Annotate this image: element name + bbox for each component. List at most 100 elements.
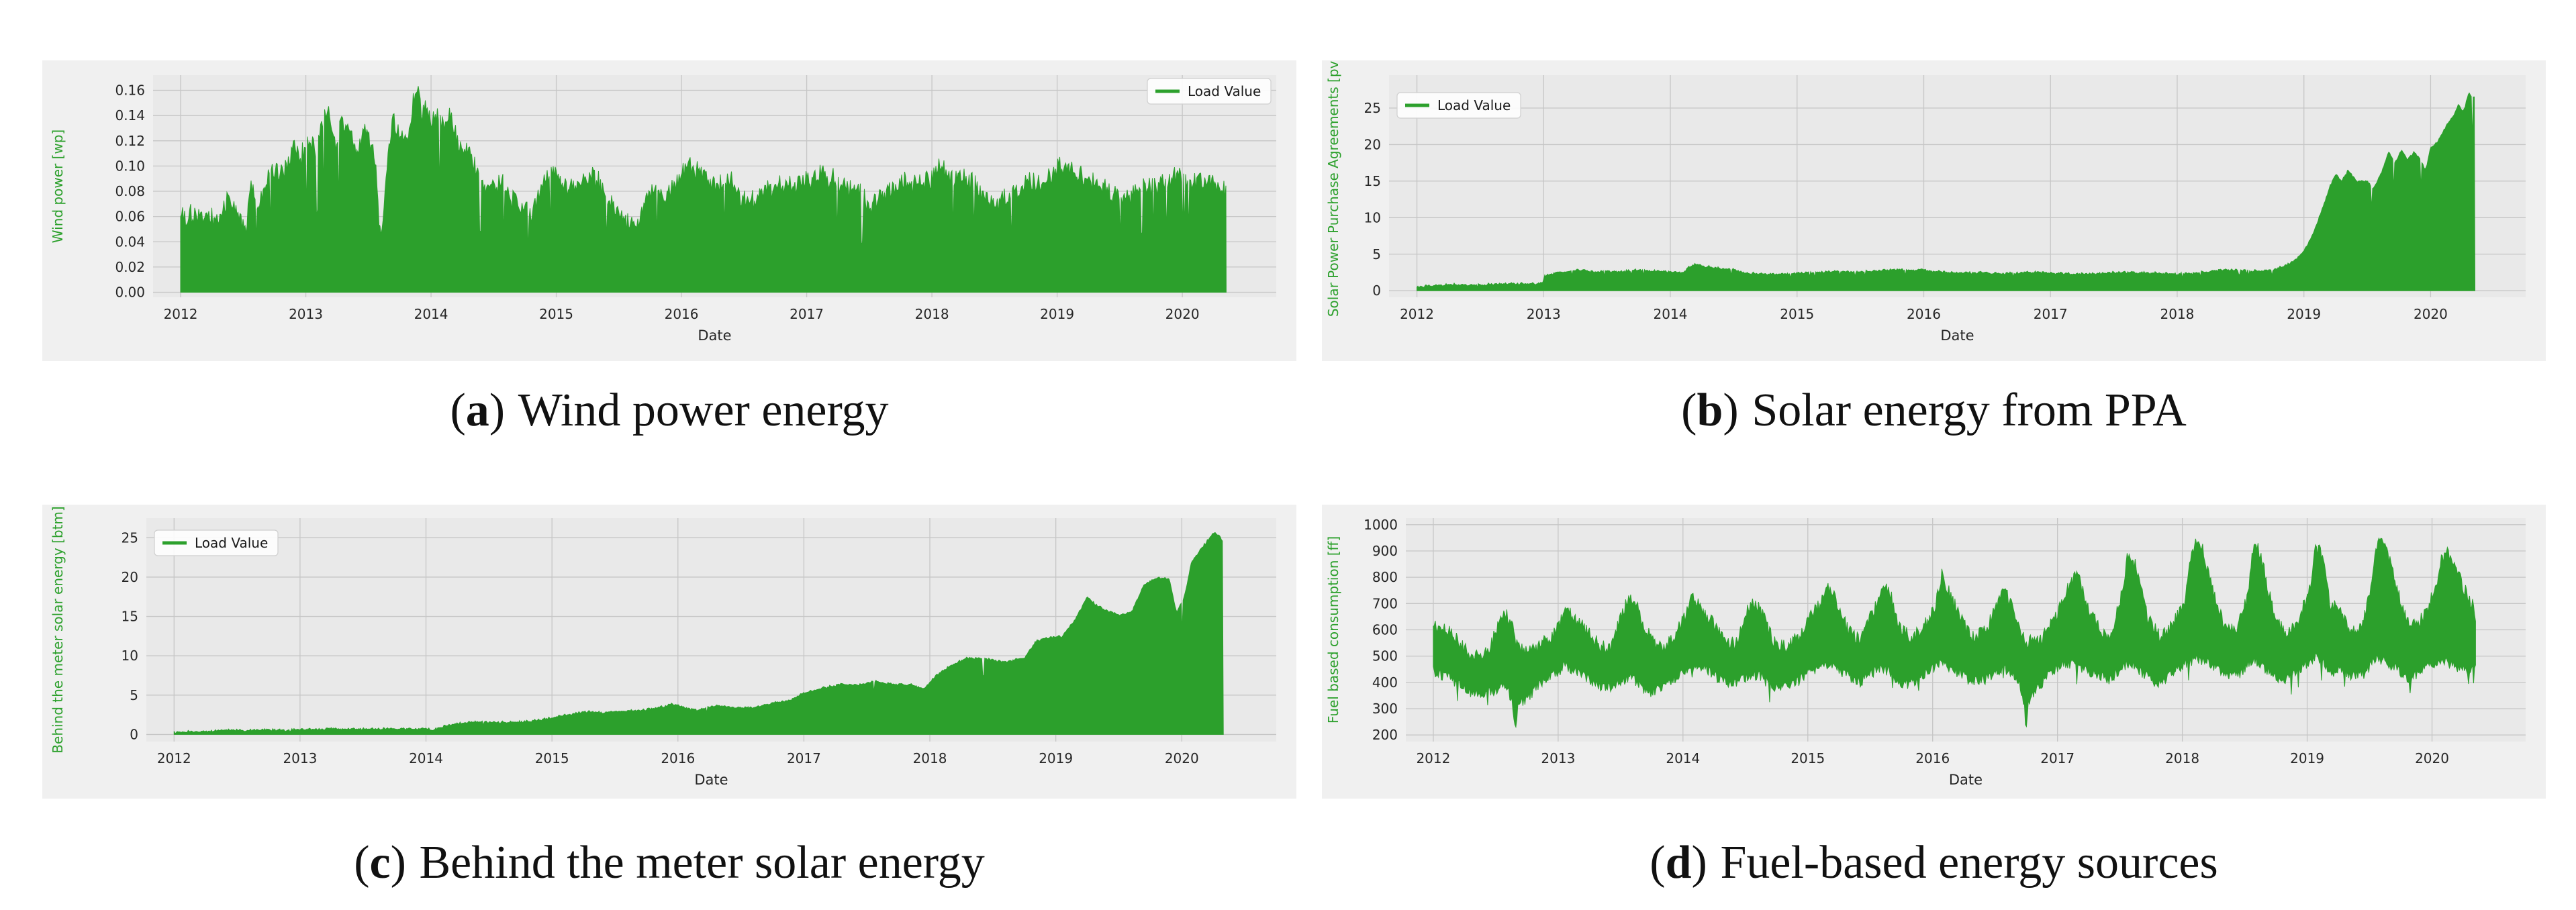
y-tick-label: 10 (122, 648, 138, 664)
caption-letter: c (369, 837, 391, 889)
x-tick-label: 2020 (1165, 750, 1199, 766)
legend-box (1396, 92, 1521, 119)
caption-close-paren: ) (1691, 837, 1707, 889)
caption-letter: b (1697, 385, 1723, 436)
y-tick-label: 5 (130, 687, 138, 703)
y-tick-label: 300 (1372, 701, 1398, 717)
x-tick-label: 2014 (1654, 306, 1688, 322)
caption-open-paren: ( (1681, 385, 1697, 436)
x-tick-label: 2016 (665, 306, 699, 322)
caption-open-paren: ( (1650, 837, 1666, 889)
caption-letter: d (1665, 837, 1692, 889)
y-tick-label: 0.08 (115, 183, 145, 199)
y-tick-label: 0.16 (115, 83, 145, 99)
x-tick-label: 2019 (1039, 750, 1073, 766)
x-tick-label: 2019 (1040, 306, 1074, 322)
x-tick-label: 2017 (2034, 306, 2068, 322)
y-tick-label: 15 (1364, 173, 1381, 189)
caption-open-paren: ( (354, 837, 370, 889)
x-tick-label: 2019 (2287, 306, 2321, 322)
figure-panel-behind-meter: 0 5 10 15 20 25 2012 2013 2014 2015 2016 2017 2018 20… (42, 505, 1296, 799)
y-tick-label: 0.06 (115, 209, 145, 225)
load-value-series (1417, 92, 2476, 291)
x-axis-label: Date (1940, 327, 1974, 344)
figure-panel-fuel: 200 300 400 500 600 700 800 900 1000 2012 2013 2014… (1322, 505, 2546, 799)
y-tick-label: 25 (1364, 100, 1381, 116)
x-tick-label: 2018 (915, 306, 949, 322)
caption-close-paren: ) (390, 837, 406, 889)
caption-behind-meter: (c) Behind the meter solar energy (42, 836, 1296, 890)
caption-fuel: (d) Fuel-based energy sources (1322, 836, 2546, 890)
caption-solar-ppa: (b) Solar energy from PPA (1322, 384, 2546, 438)
y-tick-label: 0 (130, 726, 138, 742)
x-axis-label: Date (1949, 772, 1983, 788)
y-tick-label: 0.04 (115, 234, 145, 250)
x-tick-label: 2012 (157, 750, 191, 766)
legend-label: Load Value (1437, 97, 1511, 113)
legend-box (154, 529, 279, 556)
x-tick-label: 2012 (1416, 750, 1450, 766)
x-tick-label: 2015 (535, 750, 569, 766)
x-tick-label: 2018 (913, 750, 947, 766)
y-tick-label: 5 (1372, 246, 1381, 262)
x-tick-label: 2013 (289, 306, 323, 322)
x-tick-label: 2020 (1165, 306, 1200, 322)
wind-power-chart: 0.00 0.02 0.04 0.06 0.08 0.10 0.12 0.14 0.16 2012… (42, 60, 1296, 361)
y-tick-label: 600 (1372, 622, 1398, 638)
y-tick-label: 0.10 (115, 158, 145, 174)
y-axis-label: Fuel based consumption [ff] (1325, 536, 1341, 723)
y-tick-label: 20 (122, 569, 138, 585)
y-axis-label: Solar Power Purchase Agreements [pv] (1325, 60, 1341, 317)
load-value-series (173, 532, 1224, 735)
y-tick-label: 10 (1364, 209, 1381, 225)
x-tick-label: 2015 (1791, 750, 1825, 766)
x-tick-label: 2019 (2290, 750, 2324, 766)
fuel-based-chart: 200 300 400 500 600 700 800 900 1000 2012 2013 2014… (1322, 505, 2546, 799)
x-tick-label: 2017 (787, 750, 821, 766)
y-tick-label: 800 (1372, 569, 1398, 585)
legend-box (1147, 78, 1272, 105)
y-tick-label: 1000 (1364, 517, 1398, 533)
y-tick-label: 25 (122, 529, 138, 546)
x-tick-label: 2017 (790, 306, 824, 322)
y-axis-label: Wind power [wp] (50, 130, 66, 243)
x-tick-label: 2014 (414, 306, 448, 322)
x-tick-label: 2020 (2415, 750, 2449, 766)
y-tick-label: 200 (1372, 727, 1398, 743)
y-tick-label: 0.00 (115, 284, 145, 300)
caption-letter: a (465, 385, 489, 436)
x-tick-label: 2013 (1527, 306, 1561, 322)
y-tick-label: 400 (1372, 674, 1398, 691)
y-tick-label: 500 (1372, 648, 1398, 664)
x-tick-label: 2016 (1915, 750, 1950, 766)
figure-panel-wind: 0.00 0.02 0.04 0.06 0.08 0.10 0.12 0.14 0.16 2012… (42, 60, 1296, 361)
x-tick-label: 2012 (164, 306, 198, 322)
caption-text: Behind the meter solar energy (419, 837, 985, 889)
x-axis-label: Date (698, 327, 731, 344)
x-tick-label: 2013 (1541, 750, 1575, 766)
legend: Load Value (1396, 92, 1521, 119)
caption-open-paren: ( (450, 385, 466, 436)
solar-ppa-chart: 0 5 10 15 20 25 2012 2013 2014 2015 2016 2017 2018 20… (1322, 60, 2546, 361)
caption-close-paren: ) (1723, 385, 1739, 436)
x-tick-label: 2014 (1666, 750, 1700, 766)
y-tick-label: 20 (1364, 136, 1381, 152)
figure-panel-solar-ppa: 0 5 10 15 20 25 2012 2013 2014 2015 2016 2017 2018 20… (1322, 60, 2546, 361)
load-value-series (1433, 537, 2476, 729)
x-tick-label: 2016 (661, 750, 695, 766)
caption-text: Fuel-based energy sources (1720, 837, 2218, 889)
caption-text: Wind power energy (518, 385, 889, 436)
caption-wind: (a) Wind power energy (42, 384, 1296, 438)
x-tick-label: 2016 (1907, 306, 1941, 322)
y-tick-label: 0.12 (115, 133, 145, 149)
x-tick-label: 2013 (283, 750, 317, 766)
x-tick-label: 2015 (1780, 306, 1814, 322)
x-tick-label: 2020 (2414, 306, 2448, 322)
y-axis-label: Behind the meter solar energy [btm] (50, 506, 66, 753)
y-tick-label: 0 (1372, 283, 1381, 299)
y-tick-label: 700 (1372, 595, 1398, 611)
legend: Load Value (1147, 78, 1272, 105)
y-tick-label: 0.14 (115, 107, 145, 123)
x-tick-label: 2017 (2040, 750, 2074, 766)
y-tick-label: 900 (1372, 543, 1398, 559)
